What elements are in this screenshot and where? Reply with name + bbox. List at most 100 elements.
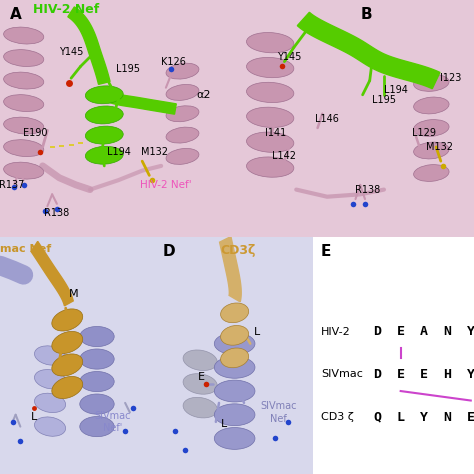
Ellipse shape [85, 86, 123, 104]
Text: Y145: Y145 [59, 47, 83, 57]
Text: E: E [420, 368, 428, 381]
Ellipse shape [35, 393, 65, 412]
Ellipse shape [85, 126, 123, 144]
Text: mac Nef: mac Nef [0, 244, 51, 254]
Ellipse shape [220, 348, 249, 368]
Text: D: D [374, 368, 381, 381]
Text: B: B [360, 7, 372, 22]
Text: K126: K126 [161, 56, 185, 67]
Text: L: L [397, 410, 405, 424]
Ellipse shape [4, 162, 44, 179]
Text: Y: Y [467, 368, 474, 381]
Text: E: E [397, 325, 405, 338]
Ellipse shape [246, 57, 294, 78]
Ellipse shape [4, 72, 44, 89]
Text: E: E [321, 244, 331, 259]
Ellipse shape [414, 142, 449, 159]
Ellipse shape [35, 417, 65, 436]
Ellipse shape [214, 333, 255, 355]
Ellipse shape [166, 63, 199, 79]
Text: L129: L129 [412, 128, 436, 138]
Ellipse shape [183, 397, 218, 418]
Text: A: A [9, 7, 21, 22]
Ellipse shape [4, 50, 44, 66]
Text: E190: E190 [23, 128, 48, 138]
Ellipse shape [214, 380, 255, 402]
Text: M132: M132 [426, 142, 453, 152]
Ellipse shape [214, 404, 255, 426]
Text: L: L [31, 412, 37, 422]
Polygon shape [219, 237, 241, 302]
Text: HIV-2 Nef': HIV-2 Nef' [140, 180, 191, 190]
Text: R137: R137 [0, 180, 25, 190]
Ellipse shape [166, 84, 199, 100]
Text: L142: L142 [273, 151, 296, 162]
Text: HIV-2: HIV-2 [321, 327, 351, 337]
Ellipse shape [414, 97, 449, 114]
Text: E: E [397, 368, 405, 381]
Text: E: E [198, 372, 205, 382]
Text: Q: Q [374, 410, 381, 424]
Ellipse shape [214, 356, 255, 378]
Ellipse shape [4, 95, 44, 111]
Text: N: N [443, 410, 451, 424]
Ellipse shape [246, 157, 294, 177]
Ellipse shape [4, 140, 44, 156]
Text: SIVmac
Nef: SIVmac Nef [260, 401, 297, 424]
Text: R138: R138 [355, 184, 380, 195]
Text: N: N [443, 325, 451, 338]
Polygon shape [297, 12, 440, 89]
Polygon shape [68, 7, 110, 84]
Ellipse shape [85, 106, 123, 124]
Text: SIVmac: SIVmac [321, 369, 363, 380]
Ellipse shape [35, 370, 65, 389]
Ellipse shape [85, 146, 123, 164]
Text: M132: M132 [141, 146, 167, 157]
Text: L: L [220, 419, 227, 429]
Ellipse shape [183, 350, 218, 371]
Polygon shape [31, 241, 73, 306]
Ellipse shape [414, 164, 449, 182]
Ellipse shape [220, 303, 249, 323]
Polygon shape [102, 90, 176, 114]
Ellipse shape [4, 117, 44, 134]
Text: E: E [467, 410, 474, 424]
Text: SIVmac
Nef': SIVmac Nef' [94, 410, 131, 433]
Text: HIV-2 Nef: HIV-2 Nef [33, 3, 100, 16]
Ellipse shape [4, 27, 44, 44]
Ellipse shape [52, 354, 82, 376]
Text: L195: L195 [372, 94, 396, 105]
Text: CD3ζ: CD3ζ [220, 244, 255, 257]
Ellipse shape [414, 119, 449, 137]
Ellipse shape [220, 326, 249, 345]
Text: L194: L194 [384, 85, 408, 95]
Ellipse shape [166, 148, 199, 164]
Ellipse shape [166, 106, 199, 122]
Text: L195: L195 [116, 64, 140, 74]
Ellipse shape [35, 346, 65, 365]
Text: D: D [163, 244, 175, 259]
Text: L: L [254, 327, 260, 337]
Ellipse shape [52, 376, 82, 399]
Text: H: H [443, 368, 451, 381]
Ellipse shape [246, 82, 294, 102]
Text: Y: Y [467, 325, 474, 338]
Text: CD3 ζ: CD3 ζ [321, 412, 354, 422]
Ellipse shape [80, 394, 114, 414]
Ellipse shape [80, 327, 114, 346]
Ellipse shape [166, 127, 199, 143]
Ellipse shape [52, 331, 82, 354]
Text: L194: L194 [107, 146, 130, 157]
Text: A: A [420, 325, 428, 338]
Ellipse shape [414, 74, 449, 91]
Text: Y145: Y145 [277, 52, 301, 62]
Text: I123: I123 [439, 73, 461, 83]
Text: Y: Y [420, 410, 428, 424]
Text: L146: L146 [315, 113, 339, 124]
Ellipse shape [80, 349, 114, 369]
Ellipse shape [246, 33, 294, 53]
Text: M: M [69, 289, 78, 299]
Ellipse shape [246, 107, 294, 128]
Ellipse shape [183, 374, 218, 394]
Text: D: D [374, 325, 381, 338]
